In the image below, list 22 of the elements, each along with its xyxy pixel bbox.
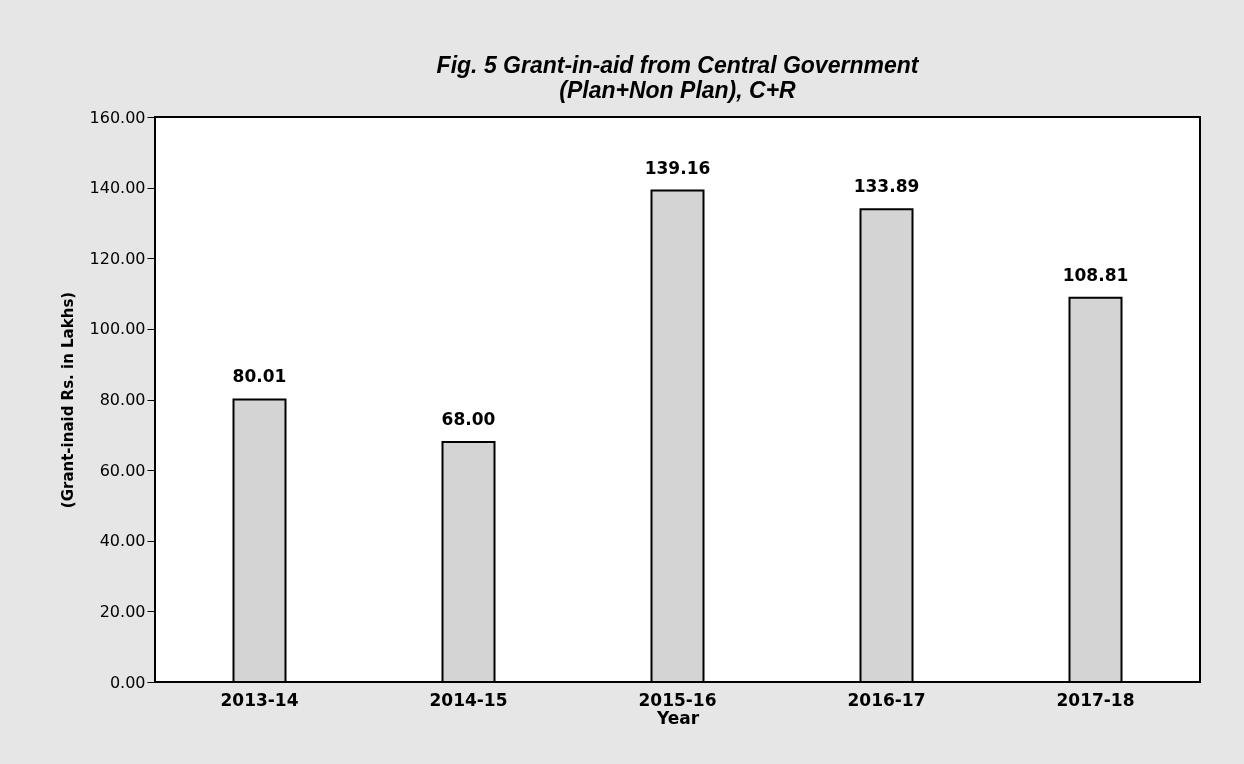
- y-tick-label: 0.00: [109, 672, 146, 692]
- x-tick-label: 2013-14: [220, 689, 299, 710]
- y-tick-label: 60.00: [99, 460, 146, 480]
- y-tick-label: 20.00: [99, 601, 146, 621]
- data-label: 108.81: [1062, 264, 1129, 285]
- x-tick-label: 2017-18: [1056, 689, 1135, 710]
- y-tick-label: 80.00: [99, 390, 146, 409]
- x-tick-label: 2014-15: [429, 689, 508, 710]
- chart-title: Fig. 5 Grant-in-aid from Central Government (Plan+Non Plan), C+R: [436, 52, 920, 103]
- x-tick-label: 2016-17: [847, 689, 926, 710]
- x-axis-title: Year: [655, 707, 700, 728]
- y-axis-title: (Grant-inaid Rs. in Lakhs): [58, 291, 77, 509]
- y-tick-label: 140.00: [89, 178, 146, 198]
- data-label: 68.00: [441, 408, 496, 429]
- data-label: 133.89: [853, 176, 920, 197]
- y-tick-label: 100.00: [89, 319, 146, 339]
- y-tick-label: 160.00: [89, 107, 146, 127]
- data-label: 80.01: [232, 366, 287, 387]
- y-tick-label: 40.00: [99, 531, 146, 551]
- x-tick-label: 2015-16: [638, 689, 717, 710]
- data-label: 139.16: [644, 157, 711, 178]
- y-tick-label: 120.00: [89, 248, 146, 268]
